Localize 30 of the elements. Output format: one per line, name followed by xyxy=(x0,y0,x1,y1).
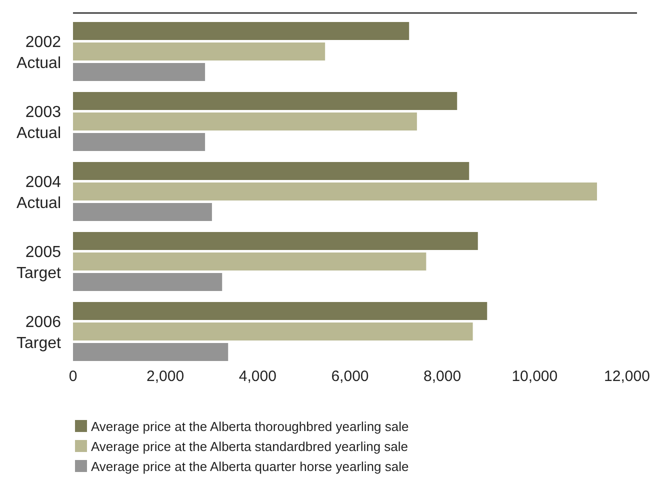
y-tick-label: 2002 Actual xyxy=(16,34,62,72)
x-tick-label: 0 xyxy=(68,368,78,385)
y-tick-label: 2006 Target xyxy=(16,314,62,352)
bar xyxy=(73,203,212,221)
y-tick-label: 2005 Target xyxy=(16,244,62,282)
bar xyxy=(73,182,597,200)
bar xyxy=(73,63,206,81)
x-tick-label: 6,000 xyxy=(331,368,369,385)
legend-label: Average price at the Alberta quarter horse yearling sale xyxy=(91,459,409,474)
x-tick-label: 4,000 xyxy=(238,368,276,385)
y-tick-label: 2004 Actual xyxy=(16,174,62,212)
bar xyxy=(73,252,426,270)
bar xyxy=(73,273,222,291)
legend-label: Average price at the Alberta standardbred yearling sale xyxy=(91,439,408,454)
bar xyxy=(73,232,478,250)
bar xyxy=(73,42,326,60)
bar xyxy=(73,112,417,130)
bar xyxy=(73,92,458,110)
y-tick-label: 2003 Actual xyxy=(16,104,62,142)
x-tick-label: 10,000 xyxy=(512,368,558,385)
x-tick-label: 12,000 xyxy=(604,368,650,385)
bar xyxy=(73,322,473,340)
bar xyxy=(73,162,470,180)
bar xyxy=(73,22,410,40)
bar xyxy=(73,133,206,151)
bar xyxy=(73,343,228,361)
bar xyxy=(73,302,488,320)
legend-label: Average price at the Alberta thoroughbred yearling sale xyxy=(91,419,409,434)
x-tick-label: 2,000 xyxy=(146,368,184,385)
x-tick-label: 8,000 xyxy=(424,368,462,385)
